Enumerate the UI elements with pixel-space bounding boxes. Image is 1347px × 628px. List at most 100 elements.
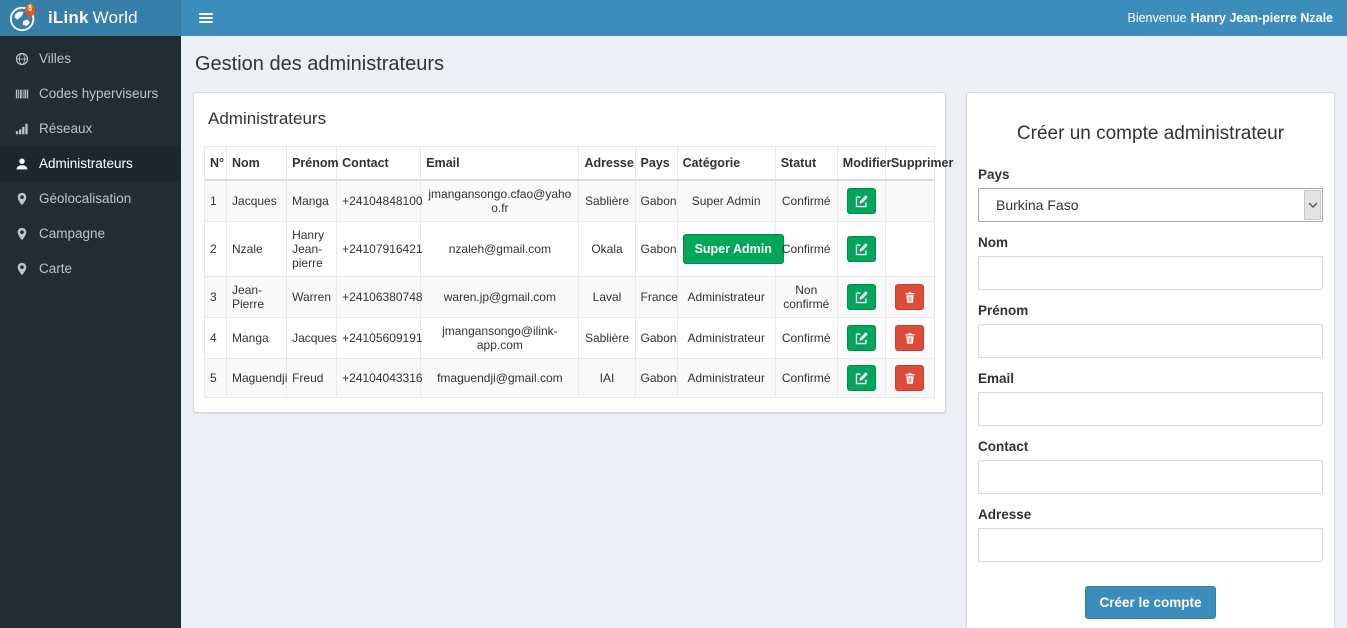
cell-categorie: Administrateur <box>676 358 776 398</box>
pays-selected-value: Burkina Faso <box>996 197 1079 213</box>
edit-admin-button[interactable] <box>846 236 876 262</box>
cell-prenom: Jacques <box>286 317 338 359</box>
cell-nom: Jacques <box>226 179 288 222</box>
welcome-user-name: Hanry Jean-pierre Nzale <box>1190 11 1333 25</box>
sidebar-item-label: Codes hyperviseurs <box>39 86 159 101</box>
cell-categorie: Super Admin <box>676 179 776 222</box>
sidebar-item-codes-hyperviseurs[interactable]: Codes hyperviseurs <box>0 76 181 111</box>
cell-contact: +24106380748 <box>336 276 423 318</box>
adresse-input[interactable] <box>978 528 1323 562</box>
cell-email: jmangansongo.cfao@yahoo.fr <box>420 179 580 222</box>
welcome-prefix: Bienvenue <box>1127 11 1187 25</box>
email-label: Email <box>978 371 1015 386</box>
cell-email: jmangansongo@ilink-app.com <box>420 317 580 359</box>
sidebar-item-villes[interactable]: Villes <box>0 41 181 76</box>
cell-statut: Confirmé <box>774 221 838 277</box>
cell-contact: +24104043316 <box>336 358 423 398</box>
table-row: 1 Jacques Manga +24104848100 jmangansong… <box>203 179 936 222</box>
edit-admin-button[interactable] <box>846 365 876 391</box>
chevron-down-icon <box>1304 190 1321 220</box>
create-admin-panel: Créer un compte administrateur Pays Burk… <box>966 92 1335 628</box>
cell-adresse: Okala <box>578 221 636 277</box>
cell-contact: +24105609191 <box>336 317 423 359</box>
delete-admin-button[interactable] <box>895 284 925 310</box>
sidebar-item-geolocalisation[interactable]: Géolocalisation <box>0 181 181 216</box>
cell-email: nzaleh@gmail.com <box>420 221 580 277</box>
table-row: 3 Jean-Pierre Warren +24106380748 waren.… <box>203 276 936 318</box>
cell-supprimer-empty <box>884 179 936 222</box>
svg-text:$: $ <box>29 4 32 9</box>
cell-adresse: Sablière <box>578 179 636 222</box>
cell-num: 2 <box>203 221 228 277</box>
prenom-label: Prénom <box>978 303 1029 318</box>
panel-title: Administrateurs <box>208 109 327 128</box>
delete-admin-button[interactable] <box>895 365 925 391</box>
table-row: 5 Maguendji Freud +24104043316 fmaguendj… <box>203 358 936 398</box>
sidebar-item-administrateurs[interactable]: Administrateurs <box>0 146 181 181</box>
table-header-row: N° Nom Prénom Contact Email Adresse Pays… <box>203 146 953 181</box>
sidebar-item-label: Administrateurs <box>39 156 133 171</box>
brand-title: iLink World <box>48 8 138 27</box>
table-row: 4 Manga Jacques +24105609191 jmangansong… <box>203 317 936 359</box>
column-header-prenom: Prénom <box>286 146 339 181</box>
cell-email: waren.jp@gmail.com <box>420 276 580 318</box>
column-header-supprimer: Supprimer <box>884 146 953 181</box>
column-header-contact: Contact <box>336 146 422 181</box>
sidebar-toggle-button[interactable] <box>195 7 217 29</box>
nom-input[interactable] <box>978 256 1323 290</box>
cell-nom: Jean-Pierre <box>226 276 288 318</box>
sidebar-item-carte[interactable]: Carte <box>0 251 181 286</box>
sidebar: Villes Codes hyperviseurs Réseaux Admini… <box>0 36 181 628</box>
page-title: Gestion des administrateurs <box>195 53 445 75</box>
pays-select[interactable]: Burkina Faso <box>978 188 1323 222</box>
globe-icon <box>15 52 29 66</box>
column-header-nom: Nom <box>226 146 288 181</box>
nom-label: Nom <box>978 235 1008 250</box>
sidebar-item-reseaux[interactable]: Réseaux <box>0 111 181 146</box>
cell-pays: France <box>634 276 678 318</box>
create-account-button[interactable]: Créer le compte <box>1085 586 1216 619</box>
email-input[interactable] <box>978 392 1323 426</box>
brand-logo[interactable]: $ iLink World <box>0 0 181 36</box>
sidebar-item-campagne[interactable]: Campagne <box>0 216 181 251</box>
super-admin-badge-button[interactable]: Super Admin <box>682 234 784 264</box>
cell-prenom: Warren <box>286 276 338 318</box>
adresse-label: Adresse <box>978 507 1032 522</box>
column-header-pays: Pays <box>634 146 678 181</box>
cell-prenom: Hanry Jean-pierre <box>286 221 338 277</box>
sidebar-item-label: Géolocalisation <box>39 191 132 206</box>
map-marker-icon <box>15 262 29 276</box>
edit-admin-button[interactable] <box>846 325 876 351</box>
sidebar-item-label: Carte <box>39 261 73 276</box>
welcome-message[interactable]: Bienvenue Hanry Jean-pierre Nzale <box>1127 11 1333 25</box>
barcode-icon <box>15 87 29 101</box>
sidebar-item-label: Réseaux <box>39 121 93 136</box>
cell-supprimer-empty <box>884 221 936 277</box>
main-content: Gestion des administrateurs Administrate… <box>181 36 1347 628</box>
column-header-statut: Statut <box>774 146 838 181</box>
delete-admin-button[interactable] <box>895 325 925 351</box>
cell-num: 5 <box>203 358 228 398</box>
cell-categorie: Administrateur <box>676 276 776 318</box>
column-header-modifier: Modifier <box>836 146 891 181</box>
column-header-categorie: Catégorie <box>676 146 776 181</box>
cell-statut: Non confirmé <box>774 276 838 318</box>
column-header-num: N° <box>203 146 228 181</box>
cell-pays: Gabon <box>634 358 678 398</box>
ilink-globe-pin-logo-icon: $ <box>9 3 39 33</box>
column-header-email: Email <box>420 146 580 181</box>
cell-email: fmaguendji@gmail.com <box>420 358 580 398</box>
map-marker-icon <box>15 192 29 206</box>
cell-contact: +24104848100 <box>336 179 423 222</box>
prenom-input[interactable] <box>978 324 1323 358</box>
cell-prenom: Freud <box>286 358 338 398</box>
administrators-panel: Administrateurs N° Nom Prénom Contact <box>193 92 953 413</box>
cell-statut: Confirmé <box>774 179 838 222</box>
edit-admin-button[interactable] <box>846 284 876 310</box>
cell-nom: Manga <box>226 317 288 359</box>
cell-num: 3 <box>203 276 228 318</box>
edit-admin-button[interactable] <box>846 188 876 214</box>
map-marker-icon <box>15 227 29 241</box>
contact-input[interactable] <box>978 460 1323 494</box>
user-icon <box>15 157 29 171</box>
